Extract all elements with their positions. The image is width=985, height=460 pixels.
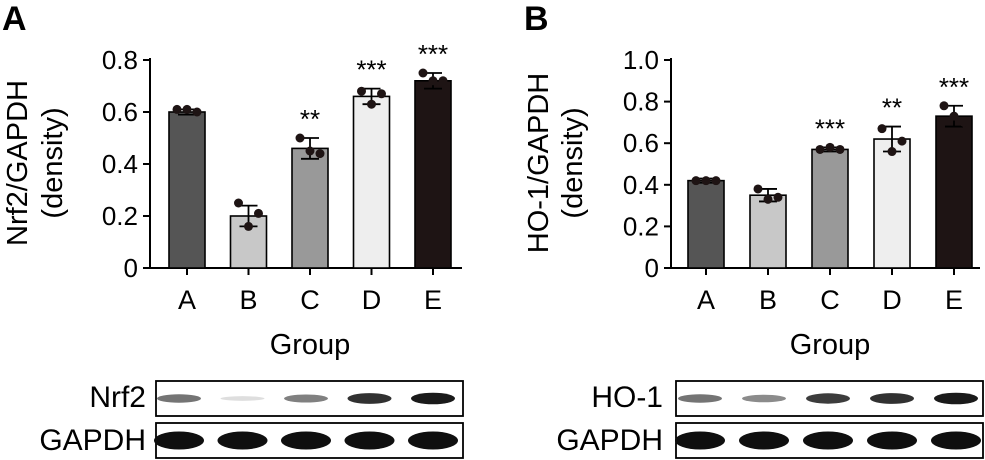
blot-band-b-ho1-C [806, 393, 850, 404]
blot-band-a-gapdh-A [154, 431, 204, 450]
data-point-a-C-1 [305, 146, 315, 156]
data-point-a-C-2 [315, 149, 325, 159]
category-label-a-E: E [424, 285, 442, 315]
y-tick-label-a-4: 0.8 [102, 45, 138, 75]
y-tick-label-a-2: 0.4 [102, 149, 138, 179]
data-point-a-D-0 [357, 86, 366, 96]
blot-label-nrf2: Nrf2 [89, 381, 146, 414]
blot-band-a-gapdh-B [217, 431, 268, 450]
significance-b-D: ** [882, 93, 902, 123]
category-label-a-B: B [239, 285, 257, 315]
bar-a-D [352, 95, 391, 269]
category-label-a-A: A [178, 285, 196, 315]
data-point-b-A-2 [711, 176, 721, 186]
data-point-b-D-1 [887, 147, 897, 157]
y-axis-title-a: Nrf2/GAPDH [2, 80, 34, 246]
y-tick-label-a-3: 0.6 [102, 97, 138, 127]
data-point-a-B-0 [234, 198, 243, 208]
blot-band-b-gapdh-C [803, 431, 853, 450]
data-point-b-E-2 [959, 117, 969, 127]
bar-a-A [168, 111, 206, 269]
category-label-b-A: A [697, 285, 715, 315]
bar-b-C [811, 148, 849, 269]
blot-band-b-gapdh-D [867, 431, 917, 450]
data-point-b-C-0 [815, 144, 825, 154]
bar-a-E [414, 80, 452, 269]
y-axis-subtitle-b: (density) [557, 107, 589, 218]
x-axis-title-b: Group [790, 329, 871, 361]
significance-a-D: *** [356, 55, 386, 85]
blot-band-a-nrf2-B [220, 396, 265, 401]
blot-band-a-gapdh-E [408, 431, 458, 450]
data-point-b-D-0 [877, 124, 887, 134]
data-point-a-B-2 [254, 208, 263, 218]
significance-a-C: ** [300, 104, 320, 134]
significance-a-E: *** [418, 39, 448, 69]
y-tick-label-b-4: 0.8 [623, 87, 659, 117]
y-tick-label-b-0: 0 [645, 253, 659, 283]
y-axis-title-b: HO-1/GAPDH [523, 73, 555, 253]
y-tick-label-a-1: 0.2 [102, 201, 138, 231]
data-point-b-D-2 [897, 136, 907, 146]
data-point-b-E-0 [939, 101, 949, 111]
bar-b-B [749, 194, 787, 269]
category-label-a-D: D [362, 285, 382, 315]
data-point-b-B-1 [763, 194, 773, 204]
data-point-b-B-0 [753, 184, 763, 194]
data-point-a-E-0 [418, 68, 428, 78]
category-label-b-E: E [945, 285, 963, 315]
panel-letter-b: B [524, 0, 549, 38]
data-point-b-B-2 [773, 192, 783, 202]
blot-label-gapdh-a: GAPDH [39, 424, 146, 457]
blot-band-b-gapdh-A [675, 431, 725, 450]
bar-b-D [873, 138, 911, 269]
y-tick-label-b-3: 0.6 [623, 128, 659, 158]
data-point-a-E-1 [428, 76, 438, 86]
data-point-a-A-0 [172, 104, 182, 114]
category-label-a-C: C [300, 285, 320, 315]
data-point-b-A-1 [701, 176, 711, 186]
blot-band-b-ho1-D [870, 393, 914, 404]
significance-b-C: *** [815, 113, 845, 143]
blot-band-a-gapdh-D [344, 431, 395, 450]
data-point-a-E-2 [438, 76, 448, 86]
data-point-a-C-0 [295, 133, 305, 143]
data-point-a-A-2 [192, 107, 202, 117]
blot-band-a-nrf2-C [284, 394, 328, 403]
blot-band-b-ho1-A [678, 394, 722, 403]
data-point-a-B-1 [244, 221, 253, 231]
data-point-a-D-2 [377, 89, 386, 99]
blot-band-b-gapdh-E [931, 431, 981, 450]
data-point-b-C-2 [835, 144, 845, 154]
panel-letter-a: A [2, 0, 27, 38]
data-point-b-C-1 [825, 142, 835, 152]
x-axis-title-a: Group [270, 329, 351, 361]
blot-band-b-gapdh-B [739, 431, 789, 450]
category-label-b-C: C [820, 285, 840, 315]
y-axis-subtitle-a: (density) [37, 107, 69, 218]
blot-band-a-gapdh-C [281, 431, 331, 450]
blot-band-b-ho1-E [934, 392, 978, 405]
data-point-b-A-0 [691, 176, 701, 186]
blot-band-b-ho1-B [742, 394, 786, 403]
y-tick-label-b-2: 0.4 [623, 170, 659, 200]
data-point-a-A-1 [182, 104, 192, 114]
significance-b-E: *** [939, 72, 969, 102]
bar-a-C [291, 147, 329, 269]
y-tick-label-b-1: 0.2 [623, 211, 659, 241]
y-tick-label-b-5: 1.0 [623, 45, 659, 75]
blot-band-a-nrf2-A [157, 394, 201, 403]
blot-label-gapdh-b: GAPDH [556, 424, 663, 457]
category-label-b-B: B [759, 285, 777, 315]
bar-b-A [687, 179, 725, 269]
blot-band-a-nrf2-D [347, 393, 392, 404]
bar-b-E [935, 115, 973, 269]
data-point-a-D-1 [367, 99, 376, 109]
blot-band-a-nrf2-E [411, 392, 455, 405]
data-point-b-E-1 [949, 111, 959, 121]
y-tick-label-a-0: 0 [124, 253, 138, 283]
blot-label-ho1: HO-1 [591, 381, 663, 414]
category-label-b-D: D [882, 285, 902, 315]
